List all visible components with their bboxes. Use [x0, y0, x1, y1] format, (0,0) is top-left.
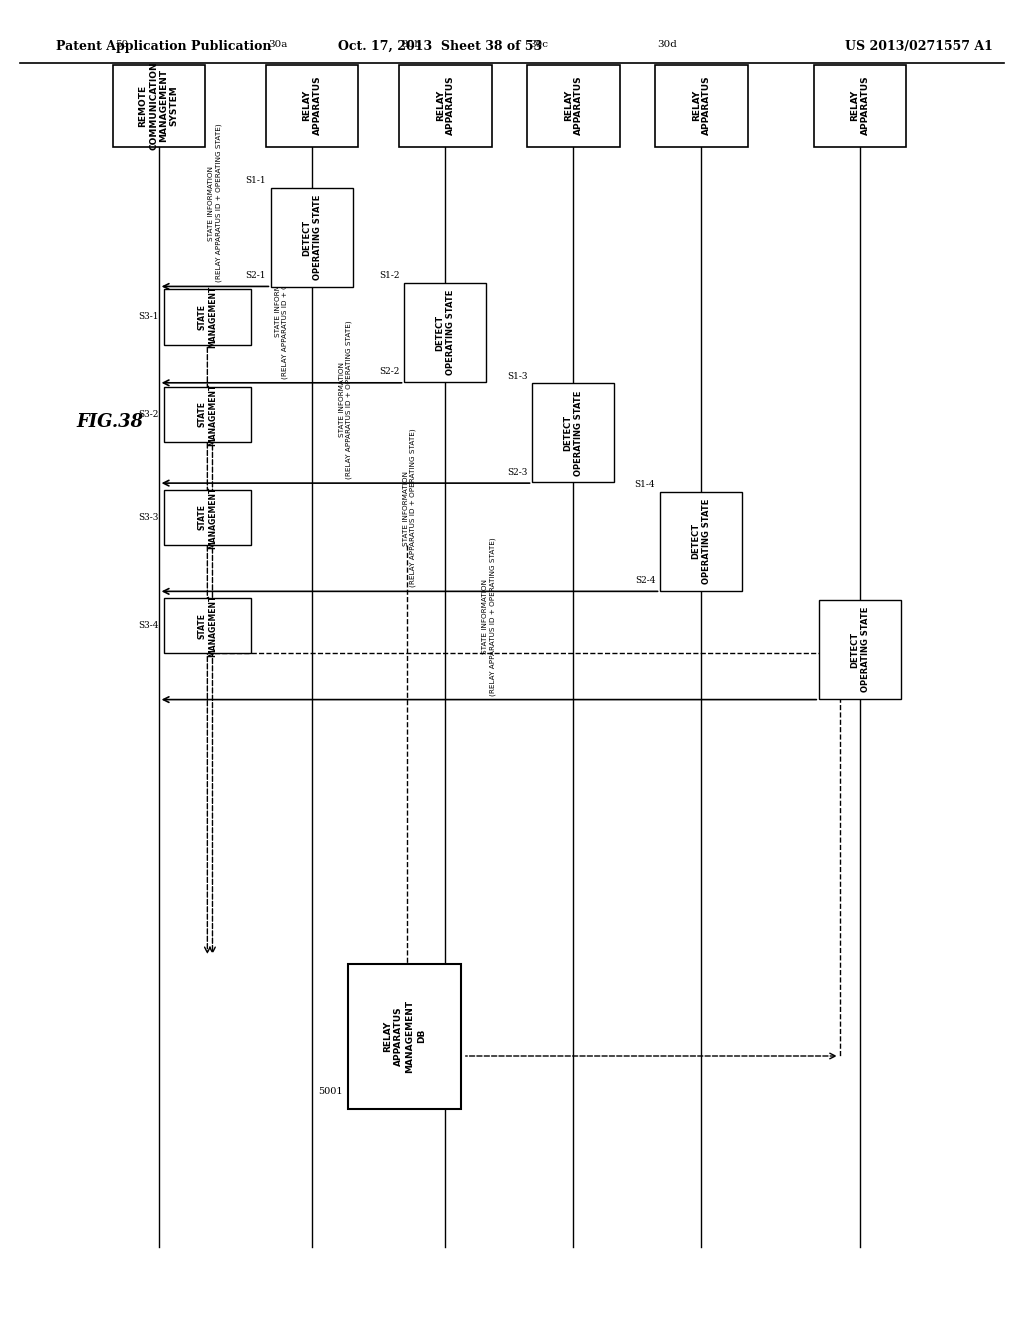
Text: RELAY
APPARATUS: RELAY APPARATUS [436, 75, 455, 136]
Text: STATE INFORMATION
(RELAY APPARATUS ID + OPERATING STATE): STATE INFORMATION (RELAY APPARATUS ID + … [208, 124, 222, 282]
Text: RELAY
APPARATUS: RELAY APPARATUS [564, 75, 583, 136]
Text: STATE INFORMATION
(RELAY APPARATUS ID + OPERATING STATE): STATE INFORMATION (RELAY APPARATUS ID + … [274, 220, 289, 379]
Text: STATE
MANAGEMENT: STATE MANAGEMENT [198, 285, 217, 348]
Bar [814, 65, 906, 147]
Text: RELAY
APPARATUS: RELAY APPARATUS [851, 75, 869, 136]
Bar [404, 284, 486, 383]
Bar [655, 65, 748, 147]
Text: 30b: 30b [401, 40, 422, 49]
Text: S3-1: S3-1 [138, 313, 159, 321]
Text: RELAY
APPARATUS
MANAGEMENT
DB: RELAY APPARATUS MANAGEMENT DB [383, 999, 426, 1073]
Bar [819, 599, 901, 700]
Text: 30a: 30a [268, 40, 288, 49]
Text: S3-3: S3-3 [138, 513, 159, 521]
Text: S3-2: S3-2 [138, 411, 159, 418]
Bar [164, 598, 251, 653]
Text: DETECT
OPERATING STATE: DETECT OPERATING STATE [564, 391, 583, 475]
Bar [271, 189, 353, 288]
Text: US 2013/0271557 A1: US 2013/0271557 A1 [846, 40, 993, 53]
Text: S2-2: S2-2 [379, 367, 399, 376]
Text: S2-4: S2-4 [635, 576, 655, 585]
Text: DETECT
OPERATING STATE: DETECT OPERATING STATE [436, 290, 455, 375]
Text: 30d: 30d [657, 40, 677, 49]
Text: Oct. 17, 2013  Sheet 38 of 53: Oct. 17, 2013 Sheet 38 of 53 [338, 40, 543, 53]
Text: S2-1: S2-1 [246, 271, 266, 280]
Text: STATE
MANAGEMENT: STATE MANAGEMENT [198, 594, 217, 657]
Text: RELAY
APPARATUS: RELAY APPARATUS [692, 75, 711, 136]
Text: 50: 50 [115, 40, 128, 49]
Text: FIG.38: FIG.38 [77, 413, 144, 432]
Bar [164, 289, 251, 345]
Text: STATE
MANAGEMENT: STATE MANAGEMENT [198, 486, 217, 549]
Bar [527, 65, 620, 147]
Text: REMOTE
COMMUNICATION
MANAGEMENT
SYSTEM: REMOTE COMMUNICATION MANAGEMENT SYSTEM [138, 61, 179, 150]
Text: S1-2: S1-2 [379, 272, 399, 281]
Text: RELAY
APPARATUS: RELAY APPARATUS [303, 75, 322, 136]
Bar [660, 492, 742, 591]
Text: S1-3: S1-3 [507, 372, 527, 380]
Text: S1-1: S1-1 [246, 177, 266, 186]
Text: STATE INFORMATION
(RELAY APPARATUS ID + OPERATING STATE): STATE INFORMATION (RELAY APPARATUS ID + … [482, 537, 496, 696]
Text: STATE INFORMATION
(RELAY APPARATUS ID + OPERATING STATE): STATE INFORMATION (RELAY APPARATUS ID + … [339, 321, 352, 479]
Bar [164, 490, 251, 545]
Text: STATE
MANAGEMENT: STATE MANAGEMENT [198, 383, 217, 446]
Text: DETECT
OPERATING STATE: DETECT OPERATING STATE [851, 607, 869, 692]
Bar [532, 383, 614, 482]
Bar [266, 65, 358, 147]
Bar [164, 387, 251, 442]
Text: 5001: 5001 [318, 1086, 343, 1096]
Text: DETECT
OPERATING STATE: DETECT OPERATING STATE [303, 195, 322, 280]
Text: S3-4: S3-4 [138, 622, 159, 630]
Text: Patent Application Publication: Patent Application Publication [56, 40, 271, 53]
Text: DETECT
OPERATING STATE: DETECT OPERATING STATE [692, 499, 711, 583]
Bar [399, 65, 492, 147]
Bar [113, 65, 205, 147]
Text: S2-3: S2-3 [507, 467, 527, 477]
Text: STATE INFORMATION
(RELAY APPARATUS ID + OPERATING STATE): STATE INFORMATION (RELAY APPARATUS ID + … [402, 429, 417, 587]
Text: S1-4: S1-4 [635, 480, 655, 490]
Bar [348, 964, 461, 1109]
Text: 30c: 30c [529, 40, 549, 49]
